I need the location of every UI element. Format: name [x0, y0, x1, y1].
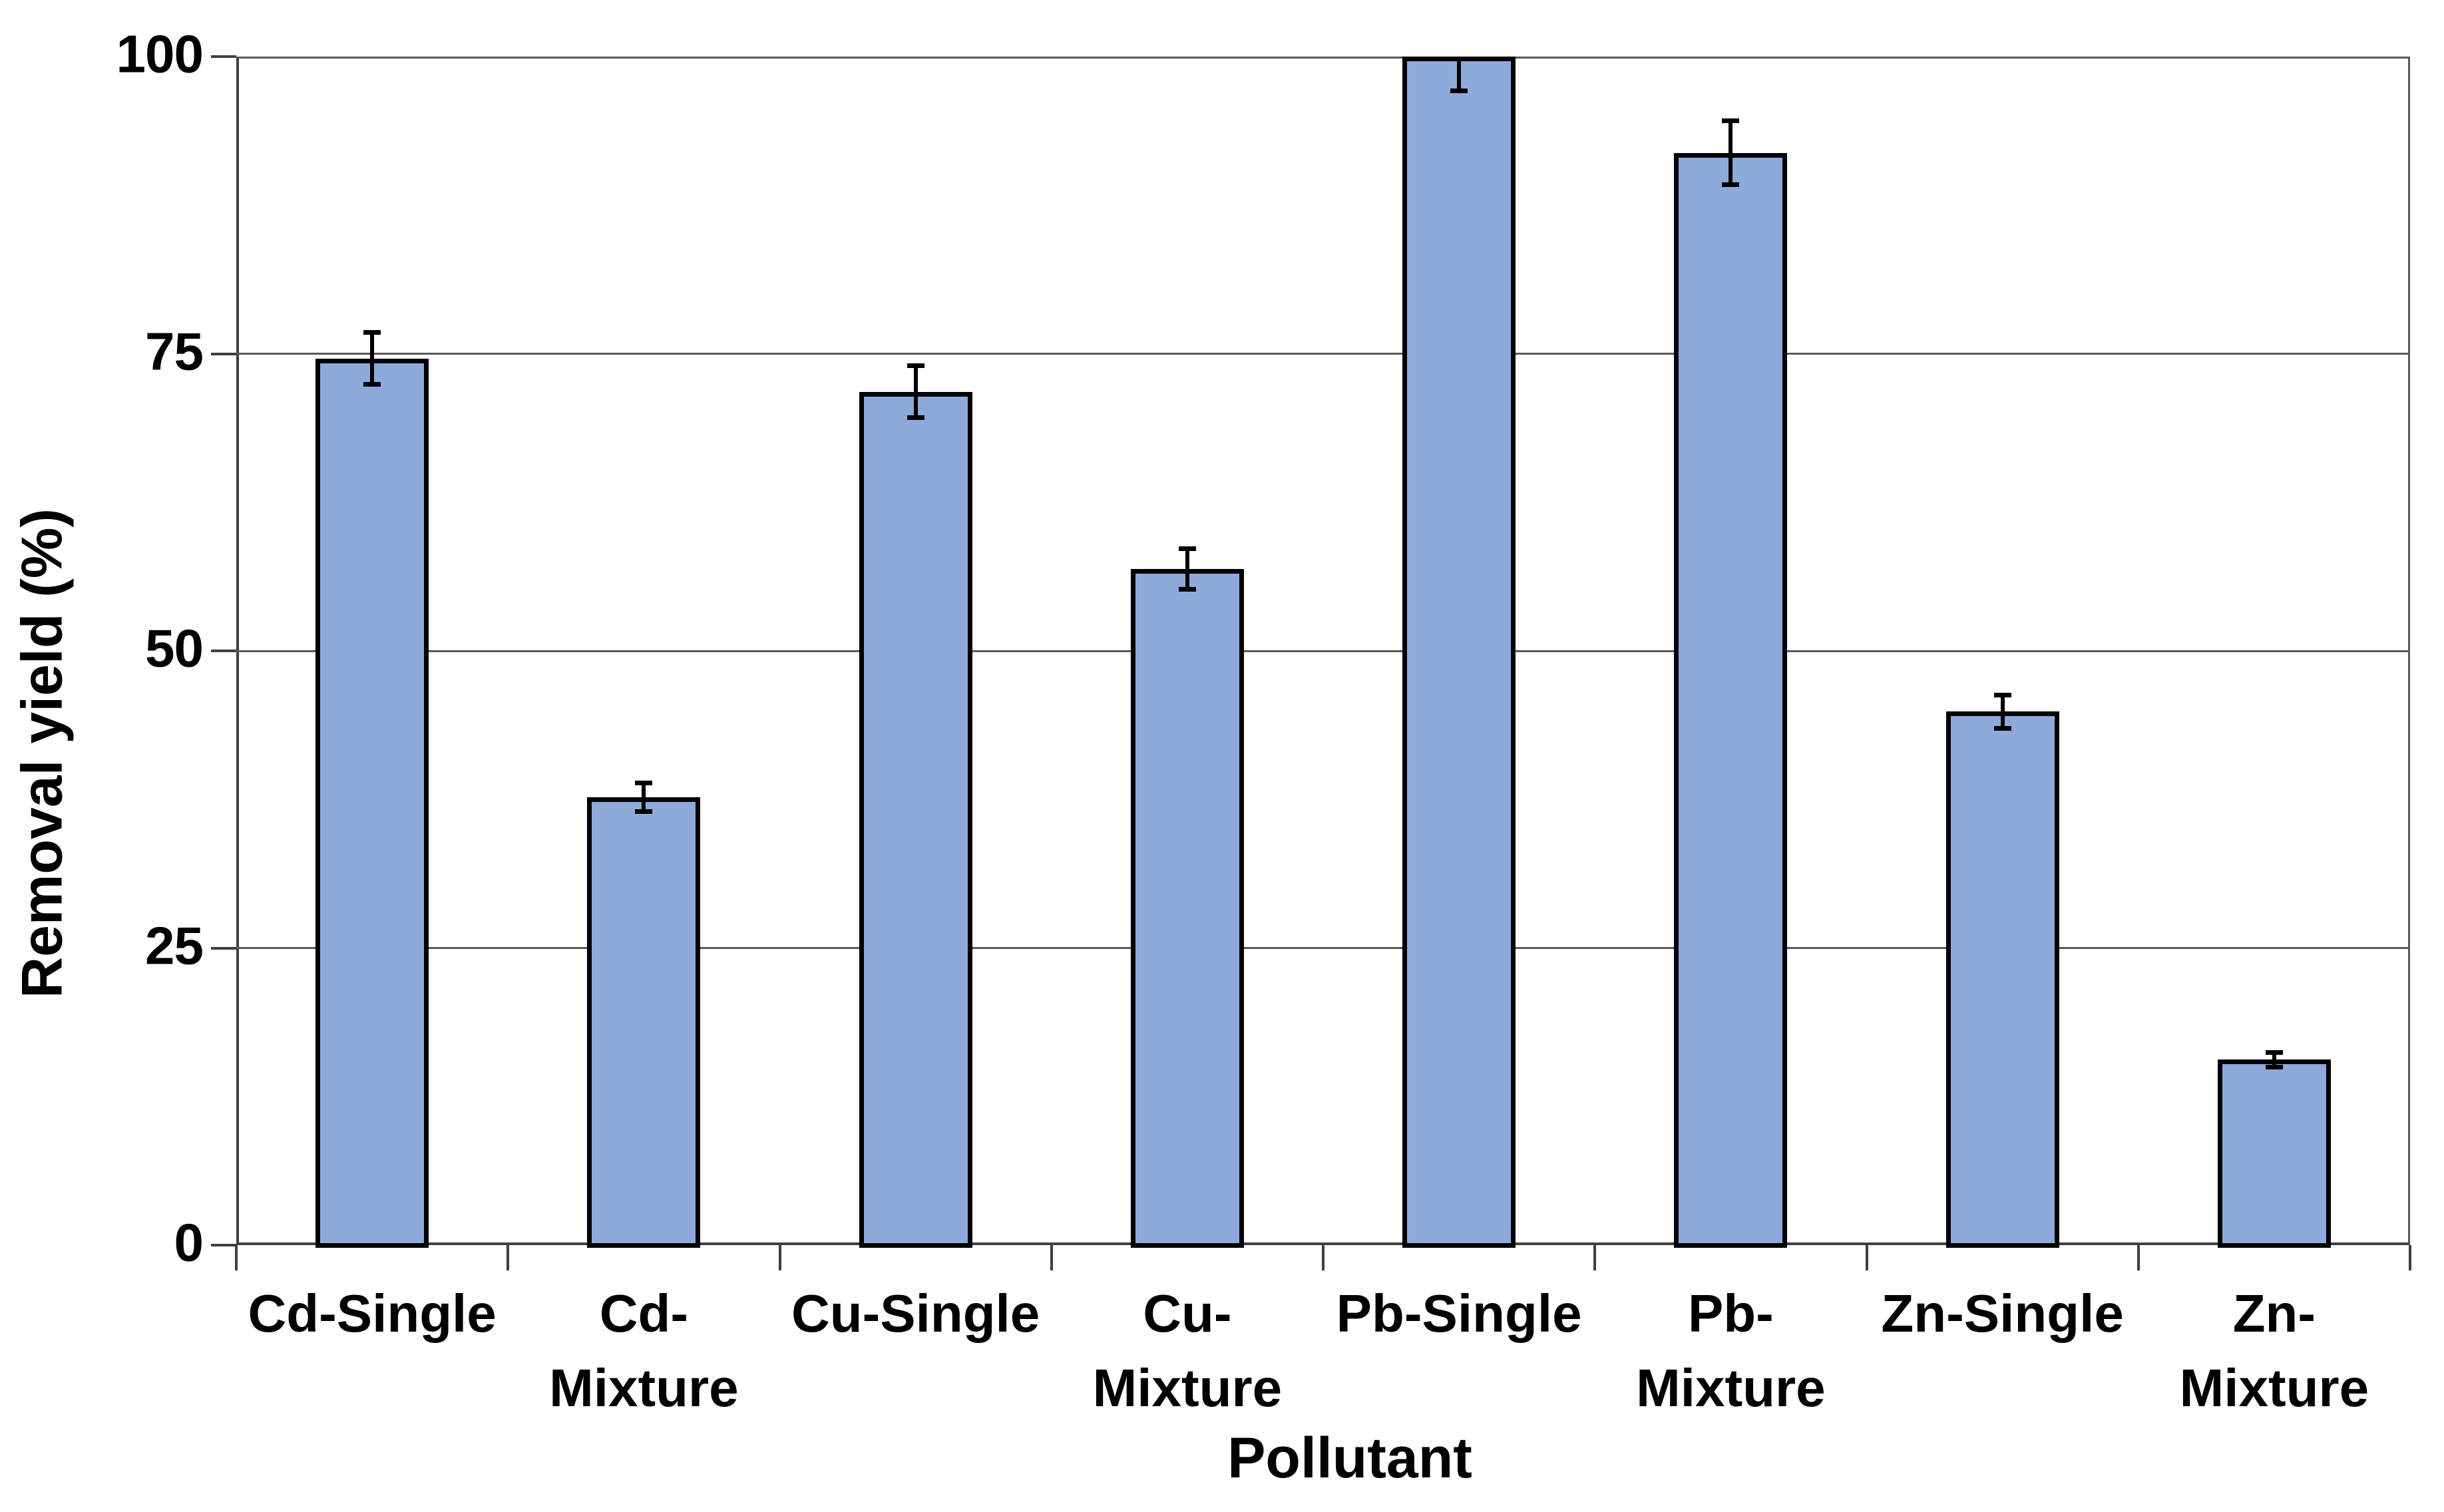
error-bar-cap-bottom-Cu-Mixture: [1178, 586, 1196, 592]
x-category-label-Cd-Mixture: Cd- Mixture: [549, 1284, 739, 1418]
bar-Zn-Single: [1945, 711, 2059, 1248]
error-bar-cap-top-Pb-Mixture: [1722, 118, 1740, 123]
error-bar-cap-top-Cu-Single: [907, 363, 924, 368]
y-tick-label-25: 25: [145, 915, 204, 975]
y-tick-label-75: 75: [145, 321, 204, 381]
y-tick-25: [211, 946, 236, 950]
error-bar-line-Pb-Mixture: [1729, 120, 1733, 185]
error-bar-line-Cu-Mixture: [1185, 548, 1189, 590]
y-tick-0: [211, 1244, 236, 1246]
error-bar-line-Zn-Single: [2000, 695, 2005, 729]
x-category-label-Pb-Mixture: Pb- Mixture: [1636, 1284, 1826, 1418]
x-category-label-Cu-Mixture: Cu- Mixture: [1092, 1284, 1283, 1418]
x-tick-6: [1865, 1245, 1868, 1270]
x-axis-title: Pollutant: [1227, 1426, 1472, 1490]
y-tick-50: [211, 650, 236, 652]
x-tick-7: [2137, 1245, 2140, 1270]
error-bar-line-Zn-Mixture: [2272, 1052, 2276, 1067]
x-tick-8: [2409, 1245, 2411, 1270]
error-bar-cap-bottom-Zn-Mixture: [2265, 1064, 2283, 1069]
y-tick-75: [211, 352, 236, 355]
y-axis-title: Removal yield (%): [10, 508, 75, 998]
x-tick-0: [235, 1245, 238, 1270]
error-bar-cap-bottom-Cd-Mixture: [635, 809, 653, 814]
x-tick-1: [507, 1245, 510, 1270]
y-tick-label-0: 0: [174, 1213, 204, 1272]
x-tick-4: [1322, 1245, 1324, 1270]
x-tick-3: [1050, 1245, 1053, 1270]
error-bar-line-Cd-Mixture: [642, 783, 646, 812]
bar-Cd-Mixture: [587, 797, 701, 1248]
x-tick-5: [1593, 1245, 1597, 1270]
error-bar-line-Pb-Single: [1457, 57, 1462, 91]
error-bar-cap-top-Cd-Mixture: [635, 780, 653, 785]
y-tick-100: [211, 55, 236, 58]
error-bar-cap-top-Zn-Single: [1993, 692, 2011, 697]
y-tick-label-50: 50: [145, 618, 204, 678]
gridline-75: [236, 353, 2410, 355]
error-bar-cap-top-Zn-Mixture: [2265, 1050, 2283, 1055]
error-bar-cap-bottom-Pb-Mixture: [1722, 182, 1740, 188]
bar-Cu-Single: [859, 391, 972, 1248]
bar-Pb-Mixture: [1674, 152, 1788, 1248]
gridline-50: [236, 650, 2410, 652]
bar-Cd-Single: [315, 358, 429, 1248]
bar-Zn-Mixture: [2217, 1059, 2331, 1248]
x-category-label-Zn-Single: Zn-Single: [1881, 1284, 2124, 1343]
x-category-label-Cu-Single: Cu-Single: [791, 1284, 1040, 1343]
error-bar-line-Cd-Single: [370, 332, 375, 385]
x-tick-2: [778, 1245, 781, 1270]
error-bar-cap-bottom-Cd-Single: [363, 382, 381, 387]
x-category-label-Pb-Single: Pb-Single: [1336, 1284, 1582, 1343]
error-bar-cap-bottom-Zn-Single: [1993, 725, 2011, 731]
error-bar-cap-bottom-Cu-Single: [907, 415, 924, 421]
error-bar-cap-bottom-Pb-Single: [1450, 89, 1468, 94]
x-category-label-Zn-Mixture: Zn- Mixture: [2179, 1284, 2369, 1418]
error-bar-cap-top-Cu-Mixture: [1178, 546, 1196, 551]
gridline-25: [236, 947, 2410, 949]
x-category-label-Cd-Single: Cd-Single: [248, 1284, 497, 1343]
error-bar-cap-top-Cd-Single: [363, 329, 381, 335]
error-bar-line-Cu-Single: [913, 365, 918, 418]
bar-Pb-Single: [1402, 57, 1516, 1248]
y-tick-label-100: 100: [116, 24, 204, 84]
bar-Cu-Mixture: [1130, 568, 1244, 1248]
